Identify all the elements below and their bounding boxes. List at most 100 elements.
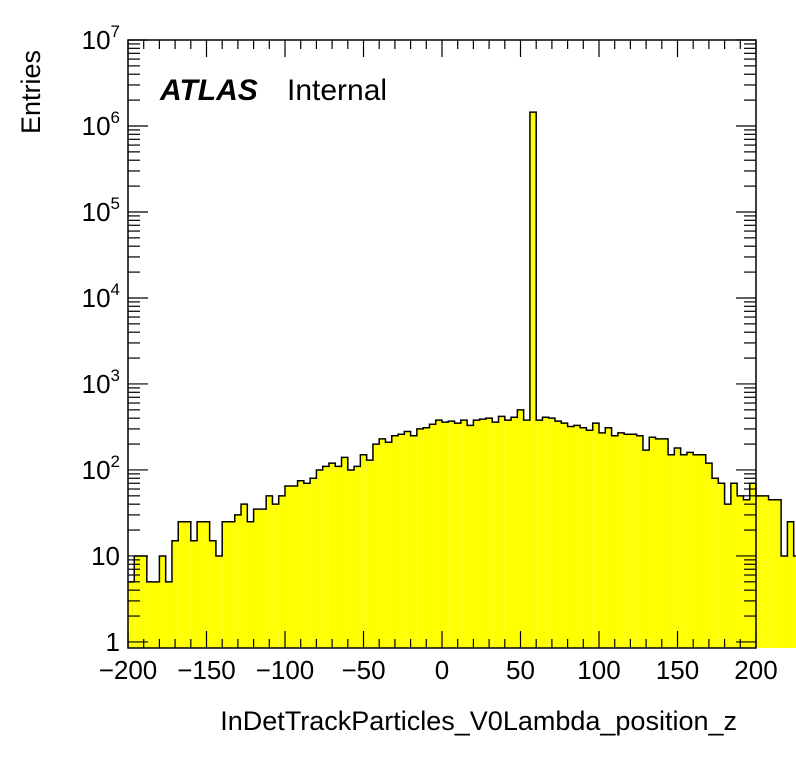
histogram-bar [636,435,643,648]
histogram-bar [209,540,216,648]
x-tick-labels: −200 −150 −100 −50 0 50 100 150 200 [99,655,778,685]
y-axis-title: Entries [16,50,46,134]
histogram-bar [580,427,587,648]
histogram-bar [693,454,700,648]
histogram-bar [435,420,442,648]
histogram-bar [661,438,669,648]
histogram-bar [272,504,279,648]
histogram-bar [385,442,392,648]
histogram-bar [617,432,625,648]
histogram-bar [555,421,562,648]
y-tick-label: 103 [82,366,120,399]
histogram-fill [128,111,796,648]
histogram-bar [630,434,637,648]
histogram-bar [517,409,524,648]
histogram-bar [322,466,329,648]
histogram-bar [548,418,556,648]
histogram-bar [768,499,775,648]
histogram-bar [712,478,719,648]
histogram-bar [328,463,336,648]
histogram-bar [774,499,782,648]
y-tick-label: 107 [82,22,120,55]
y-tick-label: 105 [82,194,120,227]
histogram-bar [756,495,763,648]
atlas-label: ATLAS [159,74,258,107]
histogram-outline [128,111,796,583]
histogram-bar [718,483,725,648]
x-tick-label: 150 [656,655,699,685]
histogram-bar [416,428,424,648]
x-tick-label: 0 [435,655,449,685]
histogram-bar [642,450,650,648]
x-tick-label: 100 [577,655,620,685]
histogram-bar [347,469,355,648]
y-tick-label: 1 [106,627,120,657]
histogram-bar [128,581,135,648]
histogram-bar [523,420,530,648]
histogram-bar [624,434,631,648]
histogram-bar [492,422,499,648]
histogram-bar [592,423,599,648]
histogram-bar [705,463,713,648]
histogram-bar [297,480,304,648]
histogram-bar [793,555,796,648]
y-tick-label: 10 [91,541,120,571]
histogram-bar [473,420,480,648]
histogram-bar [586,430,593,648]
histogram-bar [781,555,788,648]
histogram-bar [504,420,512,648]
histogram-bar [743,499,750,648]
histogram-bar [674,447,681,648]
x-tick-label: −100 [256,655,315,685]
histogram-bar [197,521,204,648]
histogram-bar [278,495,285,648]
histogram-bar [341,457,348,648]
histogram-bar [442,422,449,648]
histogram-bar [215,555,223,648]
histogram-bar [398,434,405,648]
histogram-bar [611,435,618,648]
histogram-bar [605,427,612,648]
histogram-bar [253,509,260,648]
histogram-bar [410,435,417,648]
y-tick-label: 104 [82,280,120,313]
histogram-bar [429,424,436,648]
y-tick-label: 102 [82,452,120,485]
histogram-bar [529,112,537,648]
y-tick-label: 106 [82,108,120,141]
y-tick-labels: 1 10 102 103 104 105 106 107 [82,22,120,657]
histogram-bar [655,438,662,648]
histogram-bar [266,495,273,648]
histogram-bar [184,521,191,648]
histogram-bar [178,521,185,648]
histogram-bar [567,426,574,648]
histogram-bar [649,437,656,648]
histogram-bar [134,555,141,648]
histogram-bar [498,416,505,648]
histogram-bar [159,555,166,648]
histogram-bar [316,469,323,648]
histogram-bar [247,521,254,648]
histogram-bar [573,425,581,648]
histogram-bar [310,478,317,648]
x-tick-label: 200 [734,655,777,685]
histogram-bar [511,417,518,648]
x-tick-label: −150 [177,655,236,685]
histogram-bar [241,504,248,648]
histogram-bar [372,444,380,648]
histogram-bar [454,423,461,648]
histogram-bar [787,521,794,648]
histogram-bar [153,581,160,648]
histogram-bar [762,495,769,648]
histogram-bar [360,454,367,648]
histogram-bar [730,483,738,648]
histogram-bar [680,454,687,648]
histogram-bar [561,423,568,648]
histogram-bar [259,509,267,648]
x-tick-label: 50 [506,655,535,685]
histogram-bar [146,581,154,648]
histogram-bar [203,521,210,648]
histogram-bar [354,466,361,648]
histogram-bar [724,504,731,648]
axis-ticks [127,39,757,648]
